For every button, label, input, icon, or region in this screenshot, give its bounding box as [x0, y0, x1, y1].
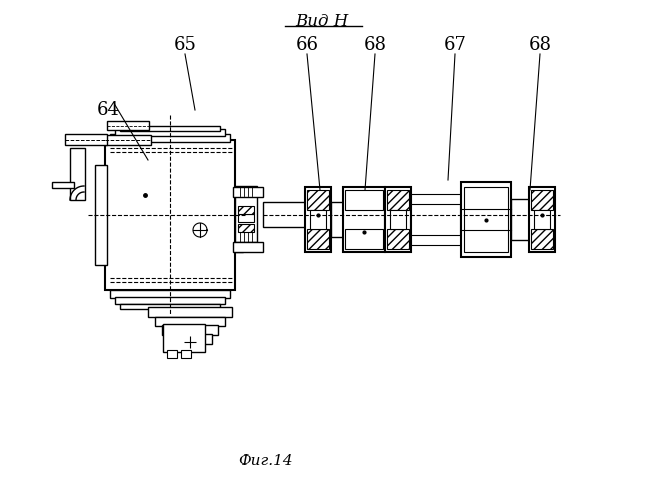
Bar	[110, 134, 230, 142]
Bar	[167, 350, 177, 358]
Bar	[120, 126, 220, 131]
Bar	[345, 229, 383, 249]
Bar	[343, 208, 385, 230]
Text: 68: 68	[364, 36, 386, 54]
Bar	[235, 186, 257, 242]
Bar	[307, 190, 329, 210]
Bar	[233, 242, 263, 252]
Text: 67: 67	[444, 36, 466, 54]
Bar	[310, 210, 326, 229]
Bar	[387, 229, 409, 249]
Bar	[181, 350, 191, 358]
Bar	[531, 229, 553, 249]
Bar	[115, 297, 225, 304]
Text: Фиг.14: Фиг.14	[238, 454, 292, 468]
Text: 64: 64	[97, 101, 119, 119]
Bar	[343, 187, 385, 252]
Bar	[238, 214, 254, 222]
Bar	[305, 187, 331, 252]
Bar	[115, 129, 225, 136]
Bar	[464, 187, 508, 252]
Bar	[534, 210, 550, 229]
Bar	[168, 334, 212, 344]
Bar	[238, 206, 254, 214]
Bar	[162, 325, 218, 335]
Bar	[331, 202, 343, 237]
Bar	[263, 202, 308, 227]
Bar	[238, 224, 254, 232]
Bar	[387, 190, 409, 210]
Bar	[95, 165, 107, 265]
Bar	[411, 199, 461, 240]
Bar	[163, 324, 205, 352]
Bar	[411, 194, 461, 204]
Bar	[511, 199, 529, 240]
Text: Вид Н: Вид Н	[295, 13, 349, 30]
Bar	[148, 307, 232, 317]
Text: 65: 65	[174, 36, 197, 54]
Bar	[105, 140, 235, 290]
Bar	[70, 148, 85, 200]
Bar	[120, 304, 220, 309]
Bar	[529, 187, 555, 252]
Text: 66: 66	[295, 36, 319, 54]
Bar	[461, 182, 511, 257]
Bar	[235, 214, 243, 252]
Bar	[411, 235, 461, 245]
Bar	[105, 135, 151, 145]
Bar	[110, 290, 230, 298]
Bar	[390, 210, 406, 229]
Bar	[233, 187, 263, 197]
Bar	[52, 182, 74, 188]
Bar	[385, 187, 411, 252]
Bar	[307, 229, 329, 249]
Bar	[107, 121, 149, 130]
Bar	[65, 134, 107, 145]
Bar	[155, 317, 225, 326]
Bar	[531, 190, 553, 210]
Bar	[345, 190, 383, 210]
Text: 68: 68	[528, 36, 551, 54]
